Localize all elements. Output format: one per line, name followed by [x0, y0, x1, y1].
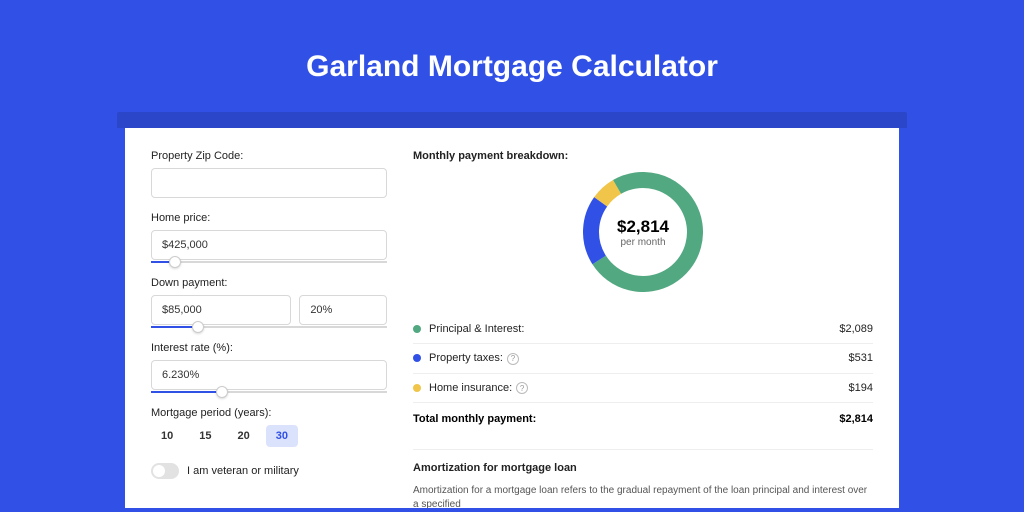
price-slider[interactable]: [151, 261, 387, 263]
breakdown-panel: Monthly payment breakdown: $2,814 per mo…: [413, 150, 873, 508]
legend-label: Principal & Interest:: [429, 323, 839, 335]
price-slider-thumb[interactable]: [169, 256, 181, 268]
legend-row-2: Home insurance:? $194: [413, 374, 873, 403]
period-label: Mortgage period (years):: [151, 407, 387, 419]
page-background: Garland Mortgage Calculator Property Zip…: [0, 0, 1024, 512]
donut-amount: $2,814: [617, 217, 669, 237]
form-panel: Property Zip Code: Home price: Down paym…: [151, 150, 387, 508]
down-slider-thumb[interactable]: [192, 321, 204, 333]
period-buttons: 10 15 20 30: [151, 425, 387, 447]
zip-group: Property Zip Code:: [151, 150, 387, 198]
total-row: Total monthly payment: $2,814: [413, 402, 873, 435]
legend: Principal & Interest: $2,089 Property ta…: [413, 315, 873, 402]
legend-dot-icon: [413, 325, 421, 333]
info-icon[interactable]: ?: [507, 353, 519, 365]
legend-value: $194: [849, 382, 873, 394]
donut-chart: $2,814 per month: [413, 172, 873, 297]
down-group: Down payment:: [151, 277, 387, 328]
amortization-section: Amortization for mortgage loan Amortizat…: [413, 449, 873, 508]
amort-text: Amortization for a mortgage loan refers …: [413, 484, 873, 508]
price-label: Home price:: [151, 212, 387, 224]
down-label: Down payment:: [151, 277, 387, 289]
period-10[interactable]: 10: [151, 425, 183, 447]
donut-sub: per month: [620, 237, 665, 248]
period-15[interactable]: 15: [189, 425, 221, 447]
down-slider[interactable]: [151, 326, 387, 328]
down-pct-input[interactable]: [299, 295, 387, 325]
veteran-toggle[interactable]: [151, 463, 179, 479]
period-20[interactable]: 20: [228, 425, 260, 447]
total-value: $2,814: [839, 413, 873, 425]
price-group: Home price:: [151, 212, 387, 263]
legend-row-0: Principal & Interest: $2,089: [413, 315, 873, 344]
veteran-label: I am veteran or military: [187, 465, 299, 477]
veteran-row: I am veteran or military: [151, 463, 387, 479]
total-label: Total monthly payment:: [413, 413, 839, 425]
zip-label: Property Zip Code:: [151, 150, 387, 162]
card-shadowbar: [117, 112, 907, 128]
breakdown-title: Monthly payment breakdown:: [413, 150, 873, 162]
rate-slider-fill: [151, 391, 222, 393]
legend-value: $2,089: [839, 323, 873, 335]
calculator-card: Property Zip Code: Home price: Down paym…: [125, 128, 899, 508]
legend-label: Home insurance:?: [429, 382, 849, 395]
legend-label: Property taxes:?: [429, 352, 849, 365]
zip-input[interactable]: [151, 168, 387, 198]
legend-row-1: Property taxes:? $531: [413, 344, 873, 374]
period-30[interactable]: 30: [266, 425, 298, 447]
page-title: Garland Mortgage Calculator: [0, 50, 1024, 84]
legend-dot-icon: [413, 354, 421, 362]
rate-label: Interest rate (%):: [151, 342, 387, 354]
price-input[interactable]: [151, 230, 387, 260]
rate-group: Interest rate (%):: [151, 342, 387, 393]
amort-title: Amortization for mortgage loan: [413, 462, 873, 474]
down-slider-fill: [151, 326, 198, 328]
legend-dot-icon: [413, 384, 421, 392]
info-icon[interactable]: ?: [516, 382, 528, 394]
rate-input[interactable]: [151, 360, 387, 390]
period-group: Mortgage period (years): 10 15 20 30: [151, 407, 387, 447]
rate-slider[interactable]: [151, 391, 387, 393]
legend-value: $531: [849, 352, 873, 364]
donut-center: $2,814 per month: [583, 172, 703, 292]
rate-slider-thumb[interactable]: [216, 386, 228, 398]
down-input[interactable]: [151, 295, 291, 325]
